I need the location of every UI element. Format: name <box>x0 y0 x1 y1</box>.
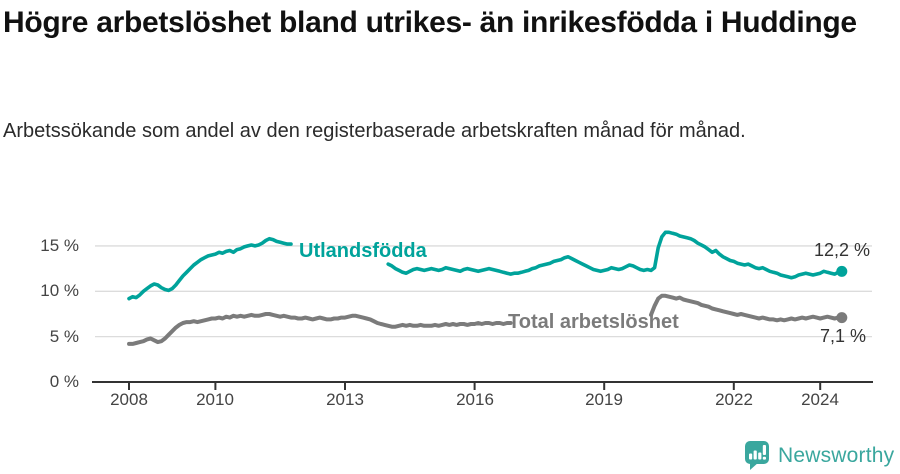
y-axis-label-0: 0 % <box>49 372 79 391</box>
x-axis-label-2010: 2010 <box>196 390 234 409</box>
x-axis-label-2019: 2019 <box>585 390 623 409</box>
x-axis-label-2016: 2016 <box>456 390 494 409</box>
line-chart <box>92 230 873 390</box>
page-subtitle: Arbetssökande som andel av den registerb… <box>3 120 746 142</box>
end-value-label-utlandsfodda: 12,2 % <box>813 240 870 260</box>
x-axis-label-2022: 2022 <box>715 390 753 409</box>
series-end-dot-utlandsfodda <box>836 265 848 277</box>
speech-bubble-bar-chart-icon <box>745 441 769 470</box>
y-axis-label-15: 15 % <box>40 236 79 255</box>
series-line-utlandsfodda <box>127 230 844 301</box>
x-axis-label-2024: 2024 <box>801 390 839 409</box>
series-label-total-arbetsloshet: Total arbetslöshet <box>508 311 679 333</box>
series-end-dot-total-arbetsloshet <box>836 312 848 324</box>
y-axis-label-10: 10 % <box>40 281 79 300</box>
end-value-label-total-arbetsloshet: 7,1 % <box>819 326 866 346</box>
x-axis-label-2013: 2013 <box>326 390 364 409</box>
newsworthy-logo-text: Newsworthy <box>778 443 895 467</box>
newsworthy-logo[interactable]: Newsworthy <box>744 440 894 471</box>
y-axis-label-5: 5 % <box>49 327 79 346</box>
page-title: Högre arbetslöshet bland utrikes- än inr… <box>3 6 857 39</box>
series-line-total-arbetsloshet <box>127 293 844 346</box>
series-label-utlandsfodda: Utlandsfödda <box>299 240 427 262</box>
x-axis-label-2008: 2008 <box>110 390 148 409</box>
